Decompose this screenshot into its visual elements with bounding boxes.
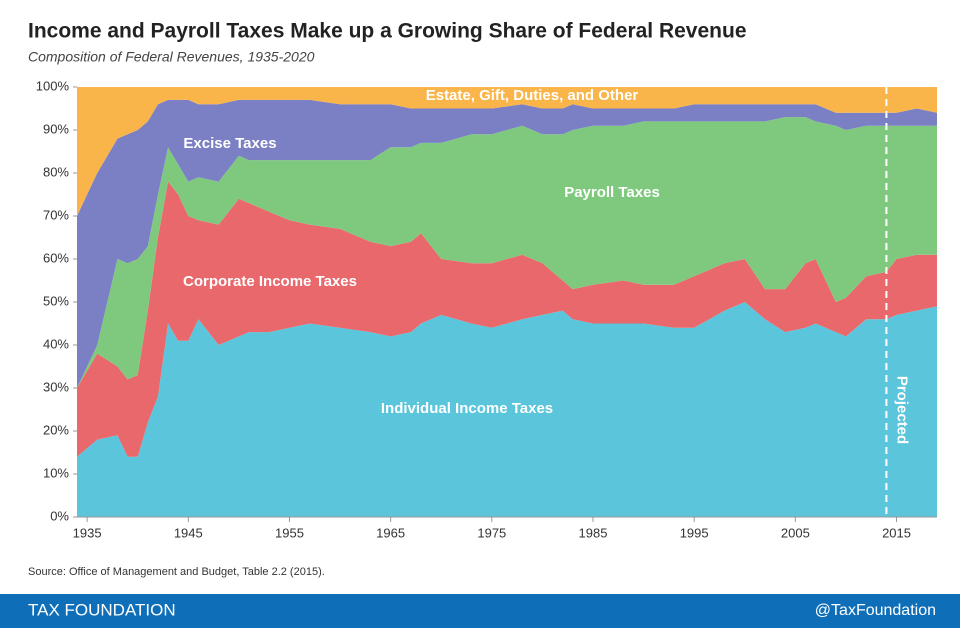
area [77,117,937,388]
y-tick-label: 20% [43,422,69,437]
x-tick-label: 2015 [882,525,911,540]
y-tick-label: 50% [43,293,69,308]
y-tick-label: 60% [43,250,69,265]
area [77,99,937,389]
x-tick-label: 1945 [174,525,203,540]
x-tick-label: 2005 [781,525,810,540]
x-tick-label: 1955 [275,525,304,540]
plot-area [77,87,937,517]
series-label: Estate, Gift, Duties, and Other [426,87,639,104]
footer-brand: TAX FOUNDATION [28,600,176,619]
y-tick-label: 30% [43,379,69,394]
chart-subtitle: Composition of Federal Revenues, 1935-20… [28,49,315,65]
x-tick-label: 1935 [73,525,102,540]
source: Source: Office of Management and Budget,… [28,566,325,578]
chart-title: Income and Payroll Taxes Make up a Growi… [28,20,747,43]
series-label: Payroll Taxes [564,184,660,201]
footer-handle: @TaxFoundation [815,602,936,619]
y-tick-label: 80% [43,164,69,179]
series-label: Excise Taxes [183,135,276,152]
x-tick-label: 1965 [376,525,405,540]
y-tick-label: 70% [43,207,69,222]
x-tick-label: 1995 [680,525,709,540]
x-tick-label: 1985 [579,525,608,540]
series-label: Individual Income Taxes [381,400,553,417]
series-label: Corporate Income Taxes [183,273,357,290]
area [77,87,937,216]
projection-label: Projected [893,376,910,444]
y-tick-label: 0% [50,508,69,523]
area [77,181,937,457]
y-tick-label: 40% [43,336,69,351]
y-tick-label: 90% [43,121,69,136]
y-tick-label: 100% [36,78,70,93]
y-tick-label: 10% [43,465,69,480]
area [77,302,937,517]
x-tick-label: 1975 [477,525,506,540]
footer-bar [0,594,960,628]
